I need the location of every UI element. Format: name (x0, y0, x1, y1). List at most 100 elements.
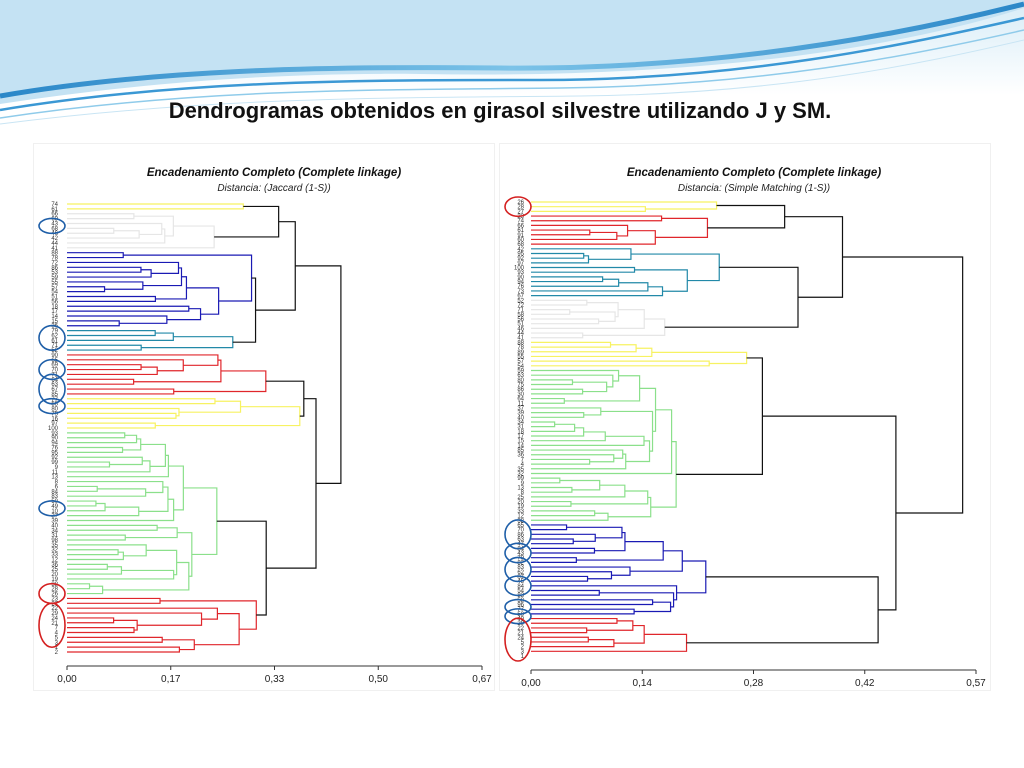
leaf-label: 34 (51, 528, 58, 534)
leaf-label: 31 (51, 533, 58, 539)
leaf-label: 54 (517, 364, 524, 370)
leaf-label: 26 (517, 200, 524, 206)
leaf-label: 33 (517, 509, 524, 515)
leaf-label: 12 (517, 514, 524, 520)
dendrogram-branch (531, 547, 596, 554)
leaf-label: 61 (517, 228, 524, 234)
x-tick-label: 0,42 (855, 678, 875, 689)
dendrogram-branch (586, 620, 634, 631)
leaf-label: 31 (517, 425, 524, 431)
dendrogram-branch (531, 608, 635, 615)
dendrogram-branch (67, 612, 203, 626)
dendrogram-jaccard-panel: Encadenamiento Completo (Complete linkag… (34, 144, 494, 690)
leaf-label: 24 (51, 616, 58, 622)
dendrogram-branch (67, 454, 170, 478)
leaf-label: 57 (517, 359, 524, 365)
dendrogram-branch (531, 421, 556, 428)
dendrogram-branch (531, 344, 637, 353)
leaf-label: 9 (521, 481, 525, 487)
cluster-yellow (67, 203, 244, 210)
dendrogram-branch (531, 276, 604, 283)
dendrogram-branch (600, 410, 654, 452)
leaf-label: 6 (55, 484, 59, 490)
leaf-label: 64 (517, 397, 524, 403)
chart-title: Encadenamiento Completo (Complete linkag… (627, 167, 881, 179)
leaf-label: 32 (517, 471, 524, 477)
leaf-label: 76 (51, 445, 58, 451)
cluster-blue (531, 524, 707, 615)
dendrogram-branch (67, 627, 135, 634)
leaf-label: 42 (51, 236, 58, 242)
leaf-label: 75 (517, 383, 524, 389)
leaf-label: 34 (517, 420, 524, 426)
cluster-yellow (67, 398, 301, 429)
leaf-label: 82 (517, 560, 524, 566)
leaf-label: 46 (517, 326, 524, 332)
leaf-label: 76 (517, 284, 524, 290)
leaf-label: 20 (517, 500, 524, 506)
dendrogram-branch (531, 599, 654, 606)
leaf-label: 33 (51, 553, 58, 559)
leaf-label: 85 (51, 392, 58, 398)
dendrogram-branch (140, 443, 167, 467)
leaf-label: 65 (517, 523, 524, 529)
leaf-label: 78 (51, 256, 58, 262)
leaf-label: 91 (517, 233, 524, 239)
dendrogram-branch (67, 364, 142, 371)
leaf-label: 87 (517, 574, 524, 580)
dendrogram-branch (67, 636, 163, 643)
leaf-label: 38 (517, 518, 524, 524)
dendrogram-join (266, 398, 317, 569)
leaf-label: 19 (51, 577, 58, 583)
leaf-label: 22 (517, 626, 524, 632)
cluster-teal (67, 330, 234, 351)
dendrogram-branch (138, 486, 169, 512)
dendrogram-branch (531, 412, 585, 418)
x-tick-label: 0,67 (472, 674, 492, 685)
leaf-label: 90 (51, 436, 58, 442)
leaf-label: 21 (51, 621, 58, 627)
dendrogram-branch (67, 398, 216, 405)
dendrogram-branch (655, 217, 709, 238)
leaf-label: 96 (517, 603, 524, 609)
leaf-label: 100 (514, 266, 525, 272)
highlight-ellipse (38, 373, 66, 405)
dendrogram-branch (531, 360, 710, 367)
dendrogram-branch (559, 479, 601, 491)
dendrogram-branch (133, 215, 174, 237)
leaf-label: 75 (51, 411, 58, 417)
leaf-labels: 2628272374666191606842959297100939094767… (514, 200, 525, 660)
dendrogram-branch (531, 286, 664, 297)
cluster-teal (531, 248, 720, 297)
dendrogram-branch (102, 561, 190, 591)
dendrogram-branch (531, 255, 590, 264)
cluster-red (531, 617, 688, 652)
leaf-label: 88 (51, 251, 58, 257)
leaf-label: 28 (51, 587, 58, 593)
dendrogram-branch (676, 560, 707, 594)
leaf-label: 69 (51, 363, 58, 369)
leaf-label: 24 (517, 635, 524, 641)
dendrogram-branch (67, 412, 177, 419)
dendrogram-branch (599, 592, 675, 608)
leaf-label: 4 (55, 631, 59, 637)
leaf-label: 14 (51, 314, 58, 320)
leaf-label: 74 (51, 202, 58, 208)
leaf-label: 67 (51, 387, 58, 393)
dendrogram-branch (67, 203, 244, 210)
leaf-label: 51 (51, 295, 58, 301)
dendrogram-branch (67, 607, 218, 620)
leaf-label: 84 (51, 489, 58, 495)
cluster-green (531, 369, 677, 521)
dendrogram-branch (531, 201, 718, 210)
leaf-label: 42 (517, 247, 524, 253)
leaf-label: 10 (51, 509, 58, 515)
dendrogram-branch (625, 440, 651, 463)
dendrogram-branch (639, 387, 657, 432)
leaf-label: 97 (51, 421, 58, 427)
dendrogram-branch (586, 302, 619, 318)
x-tick-label: 0,33 (265, 674, 285, 685)
dendrogram-branch (650, 441, 677, 508)
dendrogram-branch (67, 359, 184, 372)
dendrogram-branch (67, 544, 147, 557)
